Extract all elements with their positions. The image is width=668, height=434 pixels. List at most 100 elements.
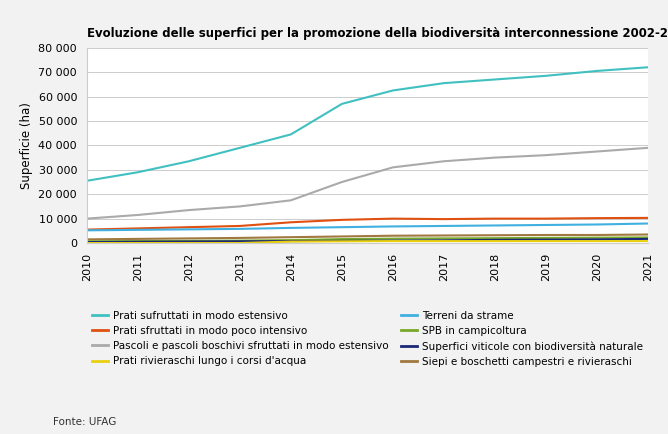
SPB in campicoltura [593, 235, 601, 240]
SPB in campicoltura [338, 237, 346, 242]
Siepi e boschetti campestri e rivieraschi [287, 234, 295, 240]
Prati sfruttati in modo poco intensivo [644, 215, 652, 220]
Line: Terreni da strame: Terreni da strame [87, 224, 648, 230]
Prati sufruttati in modo estensivo [440, 81, 448, 86]
SPB in campicoltura [83, 239, 91, 244]
Pascoli e pascoli boschivi sfruttati in modo estensivo [542, 152, 550, 158]
SPB in campicoltura [542, 235, 550, 240]
Siepi e boschetti campestri e rivieraschi [83, 237, 91, 242]
Pascoli e pascoli boschivi sfruttati in modo estensivo [338, 179, 346, 184]
Siepi e boschetti campestri e rivieraschi [185, 236, 193, 241]
Line: Prati rivieraschi lungo i corsi d'acqua: Prati rivieraschi lungo i corsi d'acqua [87, 241, 648, 243]
Prati sfruttati in modo poco intensivo [287, 220, 295, 225]
SPB in campicoltura [236, 238, 244, 243]
Siepi e boschetti campestri e rivieraschi [491, 233, 499, 238]
Prati rivieraschi lungo i corsi d'acqua [440, 239, 448, 244]
Siepi e boschetti campestri e rivieraschi [389, 233, 397, 238]
Prati sfruttati in modo poco intensivo [542, 216, 550, 221]
Siepi e boschetti campestri e rivieraschi [593, 232, 601, 237]
Pascoli e pascoli boschivi sfruttati in modo estensivo [185, 207, 193, 213]
Text: Fonte: UFAG: Fonte: UFAG [53, 418, 117, 427]
Pascoli e pascoli boschivi sfruttati in modo estensivo [389, 165, 397, 170]
Terreni da strame [542, 222, 550, 227]
Prati sufruttati in modo estensivo [83, 178, 91, 184]
Superfici viticole con biodiversità naturale [593, 237, 601, 242]
Prati rivieraschi lungo i corsi d'acqua [593, 239, 601, 244]
Pascoli e pascoli boschivi sfruttati in modo estensivo [134, 212, 142, 217]
Prati sfruttati in modo poco intensivo [83, 227, 91, 232]
Siepi e boschetti campestri e rivieraschi [542, 232, 550, 237]
Prati sufruttati in modo estensivo [338, 101, 346, 106]
Prati sfruttati in modo poco intensivo [440, 217, 448, 222]
Prati sfruttati in modo poco intensivo [593, 216, 601, 221]
Line: Pascoli e pascoli boschivi sfruttati in modo estensivo: Pascoli e pascoli boschivi sfruttati in … [87, 148, 648, 219]
Superfici viticole con biodiversità naturale [236, 239, 244, 244]
Superfici viticole con biodiversità naturale [389, 238, 397, 243]
Legend: Prati sufruttati in modo estensivo, Prati sfruttati in modo poco intensivo, Pasc: Prati sufruttati in modo estensivo, Prat… [92, 311, 643, 367]
SPB in campicoltura [389, 236, 397, 241]
Terreni da strame [593, 222, 601, 227]
Superfici viticole con biodiversità naturale [491, 237, 499, 243]
Terreni da strame [287, 225, 295, 230]
Prati sufruttati in modo estensivo [389, 88, 397, 93]
Superfici viticole con biodiversità naturale [644, 236, 652, 241]
Prati sufruttati in modo estensivo [542, 73, 550, 79]
Line: Prati sufruttati in modo estensivo: Prati sufruttati in modo estensivo [87, 67, 648, 181]
Superfici viticole con biodiversità naturale [83, 240, 91, 245]
Pascoli e pascoli boschivi sfruttati in modo estensivo [593, 149, 601, 154]
Pascoli e pascoli boschivi sfruttati in modo estensivo [440, 159, 448, 164]
Prati rivieraschi lungo i corsi d'acqua [134, 240, 142, 246]
SPB in campicoltura [491, 236, 499, 241]
Terreni da strame [440, 224, 448, 229]
SPB in campicoltura [287, 237, 295, 243]
Terreni da strame [491, 223, 499, 228]
Line: Superfici viticole con biodiversità naturale: Superfici viticole con biodiversità natu… [87, 239, 648, 242]
Line: Siepi e boschetti campestri e rivieraschi: Siepi e boschetti campestri e rivierasch… [87, 234, 648, 240]
Prati sfruttati in modo poco intensivo [491, 216, 499, 221]
SPB in campicoltura [644, 235, 652, 240]
Prati rivieraschi lungo i corsi d'acqua [185, 240, 193, 246]
SPB in campicoltura [440, 236, 448, 241]
Siepi e boschetti campestri e rivieraschi [440, 233, 448, 238]
Terreni da strame [644, 221, 652, 226]
Prati rivieraschi lungo i corsi d'acqua [389, 239, 397, 244]
Siepi e boschetti campestri e rivieraschi [236, 235, 244, 240]
Prati rivieraschi lungo i corsi d'acqua [287, 239, 295, 244]
Text: Evoluzione delle superfici per la promozione della biodiversità interconnessione: Evoluzione delle superfici per la promoz… [87, 26, 668, 39]
Superfici viticole con biodiversità naturale [287, 239, 295, 244]
Prati sufruttati in modo estensivo [491, 77, 499, 82]
Line: SPB in campicoltura: SPB in campicoltura [87, 237, 648, 241]
Pascoli e pascoli boschivi sfruttati in modo estensivo [83, 216, 91, 221]
Prati rivieraschi lungo i corsi d'acqua [83, 240, 91, 246]
Prati sufruttati in modo estensivo [134, 170, 142, 175]
Pascoli e pascoli boschivi sfruttati in modo estensivo [287, 198, 295, 203]
SPB in campicoltura [134, 239, 142, 244]
Prati sfruttati in modo poco intensivo [389, 216, 397, 221]
Prati rivieraschi lungo i corsi d'acqua [644, 239, 652, 244]
Prati sfruttati in modo poco intensivo [338, 217, 346, 223]
Prati sufruttati in modo estensivo [593, 68, 601, 73]
Prati sfruttati in modo poco intensivo [134, 226, 142, 231]
Superfici viticole con biodiversità naturale [440, 238, 448, 243]
Terreni da strame [134, 227, 142, 233]
Prati sufruttati in modo estensivo [236, 145, 244, 151]
Terreni da strame [185, 227, 193, 232]
Terreni da strame [338, 224, 346, 230]
Terreni da strame [389, 224, 397, 229]
Superfici viticole con biodiversità naturale [185, 239, 193, 244]
Line: Prati sfruttati in modo poco intensivo: Prati sfruttati in modo poco intensivo [87, 218, 648, 230]
Siepi e boschetti campestri e rivieraschi [134, 236, 142, 241]
Pascoli e pascoli boschivi sfruttati in modo estensivo [644, 145, 652, 151]
Prati sfruttati in modo poco intensivo [236, 224, 244, 229]
Y-axis label: Superficie (ha): Superficie (ha) [20, 102, 33, 189]
Prati rivieraschi lungo i corsi d'acqua [542, 239, 550, 244]
Siepi e boschetti campestri e rivieraschi [644, 232, 652, 237]
Prati sfruttati in modo poco intensivo [185, 224, 193, 230]
Superfici viticole con biodiversità naturale [338, 238, 346, 243]
Pascoli e pascoli boschivi sfruttati in modo estensivo [491, 155, 499, 160]
Prati sufruttati in modo estensivo [287, 132, 295, 137]
Prati rivieraschi lungo i corsi d'acqua [338, 239, 346, 244]
Prati sufruttati in modo estensivo [644, 65, 652, 70]
Superfici viticole con biodiversità naturale [542, 237, 550, 242]
Prati rivieraschi lungo i corsi d'acqua [491, 239, 499, 244]
